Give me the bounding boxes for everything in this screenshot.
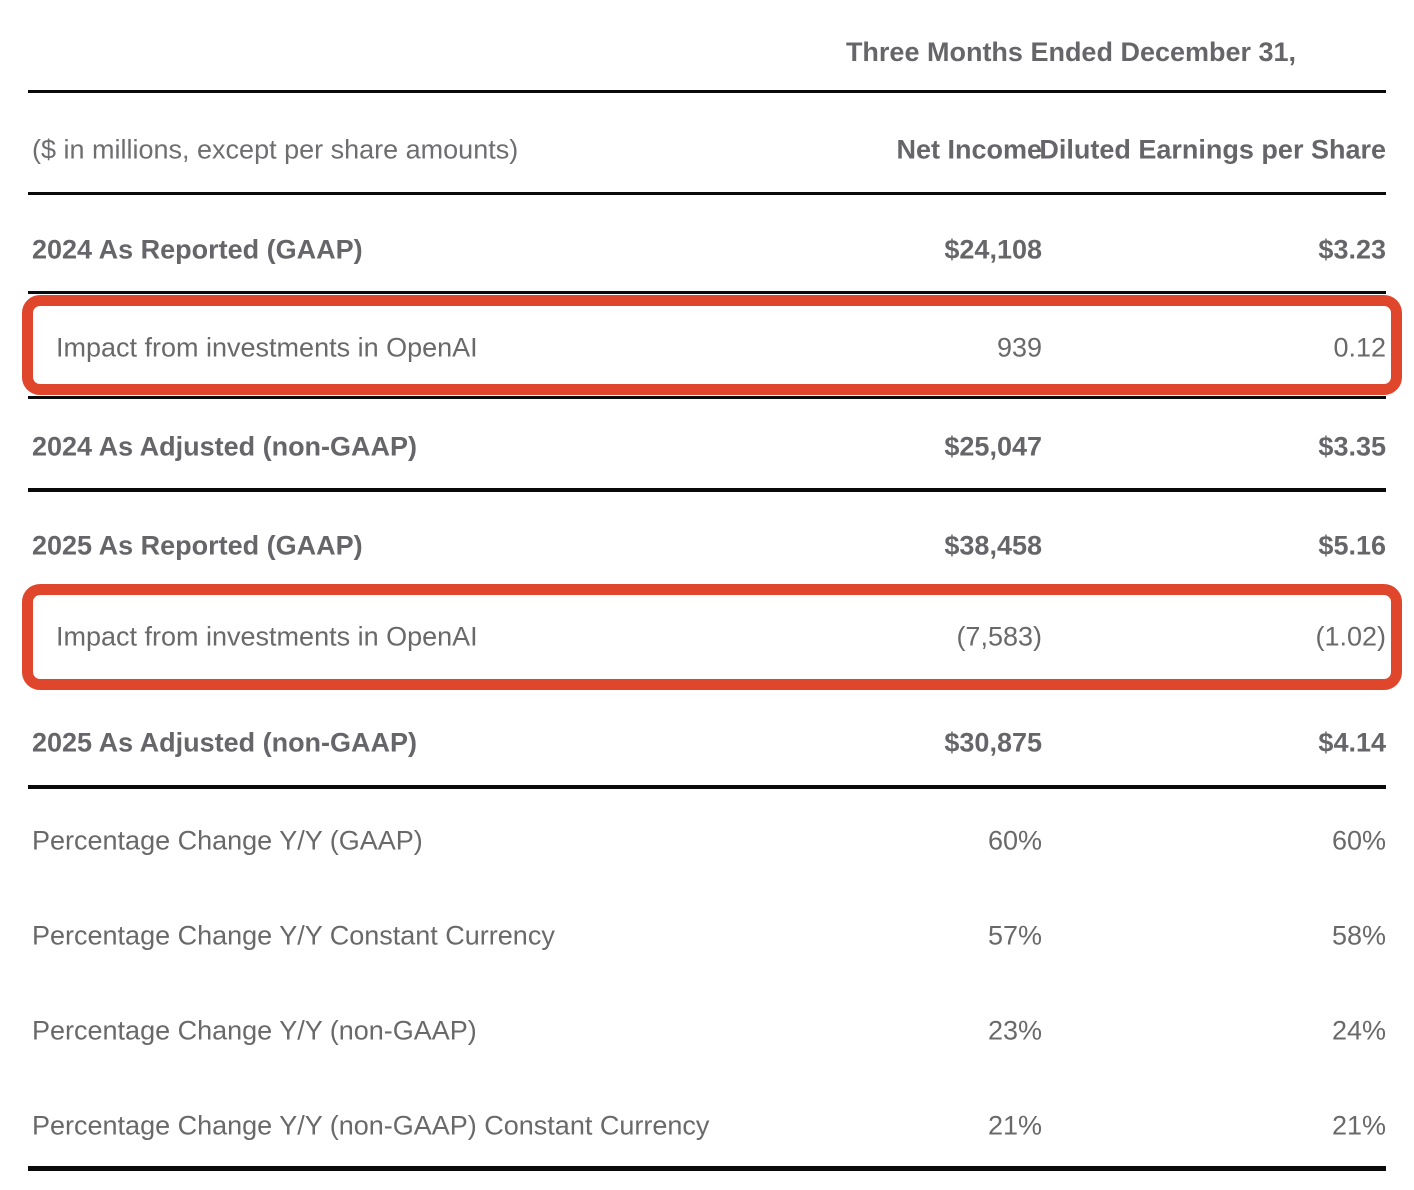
table-row: Percentage Change Y/Y (non-GAAP) 23% 24% xyxy=(28,981,1386,1081)
separator-line xyxy=(28,1166,1386,1171)
column-header-diluted-eps: Diluted Earnings per Share xyxy=(1039,134,1386,165)
row-label: Impact from investments in OpenAI xyxy=(56,621,478,652)
table-row: 2025 As Reported (GAAP) $38,458 $5.16 xyxy=(28,496,1386,596)
table-row: Impact from investments in OpenAI 939 0.… xyxy=(28,298,1386,398)
eps-value: 58% xyxy=(1331,920,1386,951)
row-label: Percentage Change Y/Y Constant Currency xyxy=(32,920,555,951)
net-income-value: $38,458 xyxy=(944,530,1042,561)
eps-value: 60% xyxy=(1331,825,1386,856)
column-header-net-income: Net Income xyxy=(896,134,1042,165)
net-income-value: $25,047 xyxy=(944,431,1042,462)
table-row: Percentage Change Y/Y (GAAP) 60% 60% xyxy=(28,791,1386,891)
table-row: 2024 As Reported (GAAP) $24,108 $3.23 xyxy=(28,200,1386,300)
separator-line xyxy=(28,90,1386,93)
table-row: Percentage Change Y/Y (non-GAAP) Constan… xyxy=(28,1076,1386,1176)
eps-value: $4.14 xyxy=(1318,727,1386,758)
separator-line xyxy=(28,192,1386,195)
table-row: Impact from investments in OpenAI (7,583… xyxy=(28,587,1386,687)
eps-value: $5.16 xyxy=(1318,530,1386,561)
eps-value: $3.23 xyxy=(1318,234,1386,265)
net-income-value: 939 xyxy=(996,332,1042,363)
eps-value: 24% xyxy=(1331,1015,1386,1046)
net-income-value: 21% xyxy=(987,1110,1042,1141)
eps-value: 0.12 xyxy=(1333,332,1386,363)
eps-value: (1.02) xyxy=(1315,621,1386,652)
separator-line xyxy=(28,785,1386,789)
net-income-value: $24,108 xyxy=(944,234,1042,265)
net-income-value: 57% xyxy=(987,920,1042,951)
row-label: Percentage Change Y/Y (GAAP) xyxy=(32,825,423,856)
eps-value: 21% xyxy=(1331,1110,1386,1141)
net-income-value: 60% xyxy=(987,825,1042,856)
row-label: Percentage Change Y/Y (non-GAAP) Constan… xyxy=(32,1110,710,1141)
period-header: Three Months Ended December 31, xyxy=(845,37,1297,67)
table-row: 2024 As Adjusted (non-GAAP) $25,047 $3.3… xyxy=(28,397,1386,497)
table-row: Percentage Change Y/Y Constant Currency … xyxy=(28,886,1386,986)
net-income-value: 23% xyxy=(987,1015,1042,1046)
net-income-value: (7,583) xyxy=(956,621,1042,652)
row-label: Percentage Change Y/Y (non-GAAP) xyxy=(32,1015,477,1046)
row-label: Impact from investments in OpenAI xyxy=(56,332,478,363)
net-income-value: $30,875 xyxy=(944,727,1042,758)
separator-line xyxy=(28,488,1386,492)
row-label: 2025 As Adjusted (non-GAAP) xyxy=(32,727,418,758)
column-header-row: ($ in millions, except per share amounts… xyxy=(28,100,1386,200)
table-row: 2025 As Adjusted (non-GAAP) $30,875 $4.1… xyxy=(28,693,1386,793)
table-caption: ($ in millions, except per share amounts… xyxy=(32,134,519,165)
row-label: 2024 As Reported (GAAP) xyxy=(32,234,363,265)
separator-line xyxy=(28,396,1386,399)
eps-value: $3.35 xyxy=(1318,431,1386,462)
row-label: 2024 As Adjusted (non-GAAP) xyxy=(32,431,418,462)
separator-line xyxy=(28,291,1386,294)
row-label: 2025 As Reported (GAAP) xyxy=(32,530,363,561)
